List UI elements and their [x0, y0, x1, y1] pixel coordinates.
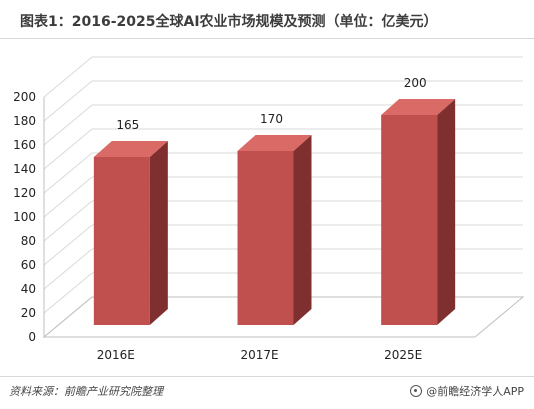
- y-tick-label: 100: [13, 210, 36, 224]
- bar-side: [149, 141, 168, 325]
- gridline-diagonal: [43, 56, 93, 98]
- y-tick-label: 80: [21, 234, 36, 248]
- data-label: 200: [404, 76, 427, 90]
- bar-top: [93, 141, 168, 157]
- bar-front: [381, 115, 438, 325]
- x-tick-label: 2016E: [97, 348, 135, 362]
- y-tick-label: 120: [13, 186, 36, 200]
- gridline-diagonal: [43, 80, 93, 122]
- y-tick-label: 140: [13, 162, 36, 176]
- gridline-diagonal: [43, 176, 93, 218]
- bar-chart: 0 20 40 60 80 100 120 140 160 180 200 165 2016E 170 20…: [13, 56, 525, 362]
- y-tick-label: 20: [21, 306, 36, 320]
- y-tick-label: 40: [21, 282, 36, 296]
- bar-side: [437, 99, 456, 325]
- bar-front: [237, 151, 294, 325]
- y-tick-label: 180: [13, 114, 36, 128]
- gridline-diagonal: [43, 104, 93, 146]
- gridline-diagonal: [43, 272, 93, 314]
- data-label: 170: [260, 112, 283, 126]
- chart-title: 图表1：2016-2025全球AI农业市场规模及预测（单位：亿美元）: [20, 14, 438, 30]
- bar-side: [293, 135, 312, 325]
- y-tick-label: 60: [21, 258, 36, 272]
- bar-top: [381, 99, 456, 115]
- gridline-diagonal: [43, 152, 93, 194]
- gridline-diagonal: [43, 224, 93, 266]
- source-note: 资料来源：前瞻产业研究院整理: [9, 385, 163, 398]
- gridline-diagonal: [43, 248, 93, 290]
- brand-credit: @前瞻经济学人APP: [410, 383, 524, 399]
- logo-icon: [410, 385, 423, 397]
- gridline-diagonal: [43, 200, 93, 242]
- footer-divider: [0, 376, 534, 377]
- title-divider: [0, 38, 534, 39]
- brand-label: @前瞻经济学人APP: [426, 385, 524, 398]
- bar-top: [237, 135, 312, 151]
- y-tick-label: 160: [13, 138, 36, 152]
- gridline-diagonal: [43, 128, 93, 170]
- x-tick-label: 2025E: [384, 348, 422, 362]
- x-tick-label: 2017E: [240, 348, 278, 362]
- y-tick-label: 0: [28, 330, 36, 344]
- bar-front: [93, 157, 150, 325]
- data-label: 165: [116, 118, 139, 132]
- y-tick-label: 200: [13, 90, 36, 104]
